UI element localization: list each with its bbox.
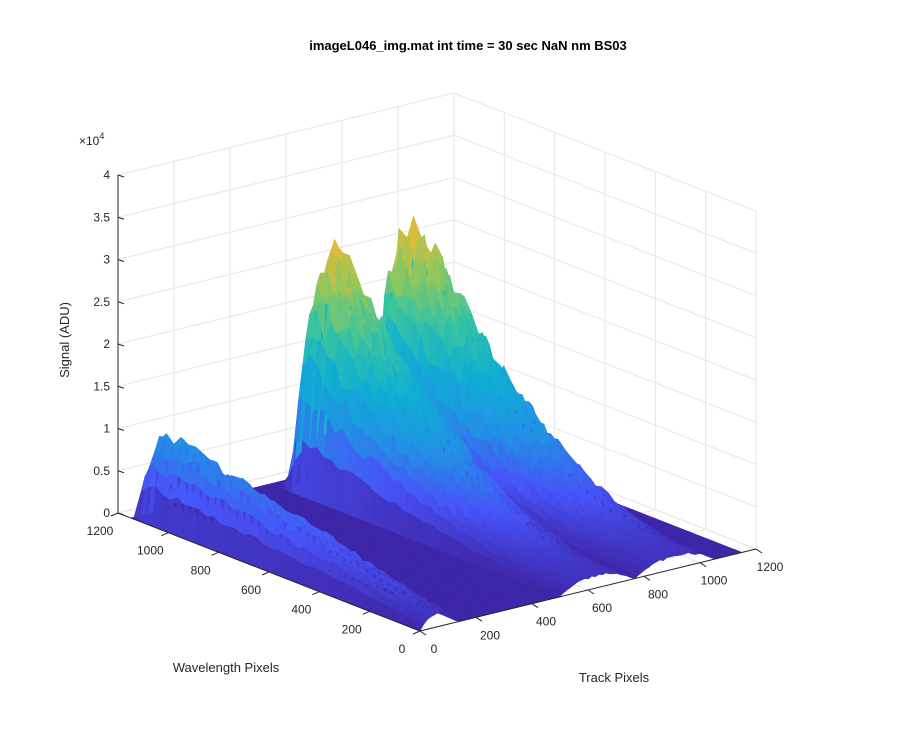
x-tick [699, 562, 707, 568]
z-tick [117, 216, 125, 220]
z-tick-label: 0.5 [93, 464, 110, 478]
grid-line [453, 177, 757, 296]
grid-line [117, 219, 455, 303]
x-tick-label: 400 [536, 615, 556, 629]
x-tick-label: 1200 [757, 560, 784, 574]
grid-line [117, 134, 455, 218]
x-tick [755, 548, 763, 554]
z-tick [117, 174, 125, 178]
z-tick [117, 428, 125, 431]
y-tick-label: 600 [241, 583, 261, 597]
surface-mesh [129, 215, 743, 632]
x-tick [531, 603, 539, 609]
x-tick-label: 600 [592, 601, 612, 615]
y-tick [110, 512, 119, 517]
grid-line [453, 219, 757, 339]
z-tick-label: 0 [103, 506, 110, 520]
y-tick-label: 800 [191, 563, 211, 577]
grid-line [453, 346, 757, 465]
x-tick-label: 1000 [701, 574, 728, 588]
z-tick [117, 301, 125, 305]
z-tick [117, 385, 125, 389]
z-tick [117, 470, 125, 474]
z-axis-label: Signal (ADU) [57, 302, 72, 378]
y-axis-label: Wavelength Pixels [173, 660, 280, 675]
x-axis-label: Track Pixels [579, 670, 650, 685]
z-exponent: ×104 [79, 131, 104, 148]
x-tick-label: 200 [480, 628, 500, 642]
z-tick-label: 1.5 [93, 379, 110, 393]
chart-title: imageL046_img.mat int time = 30 sec NaN … [309, 38, 627, 53]
z-tick [117, 259, 125, 262]
z-tick-label: 2 [103, 337, 110, 351]
y-tick-label: 1200 [87, 524, 114, 538]
y-tick-label: 400 [291, 603, 311, 617]
x-tick [587, 589, 595, 595]
grid-line [453, 92, 757, 212]
y-tick [211, 551, 219, 556]
y-tick [261, 571, 270, 576]
z-tick-label: 1 [103, 422, 110, 436]
x-tick-label: 0 [431, 642, 438, 656]
z-tick-label: 3.5 [93, 210, 110, 224]
y-tick [412, 630, 421, 635]
y-tick-label: 200 [342, 622, 362, 636]
z-tick-label: 2.5 [93, 295, 110, 309]
z-tick-label: 3 [103, 253, 110, 267]
z-tick-label: 4 [103, 168, 110, 182]
grid-line [453, 134, 757, 254]
grid-line [453, 261, 757, 381]
x-tick-label: 800 [648, 587, 668, 601]
x-tick [419, 630, 427, 636]
grid-line [117, 177, 455, 260]
z-tick [117, 343, 125, 347]
grid-line [117, 92, 455, 176]
y-tick [362, 610, 370, 615]
x-tick [643, 575, 651, 581]
y-tick-label: 0 [399, 642, 406, 656]
y-tick-label: 1000 [137, 544, 164, 558]
x-tick [475, 616, 483, 622]
y-tick [161, 532, 169, 537]
y-tick [312, 591, 320, 596]
grid-line [453, 303, 757, 423]
